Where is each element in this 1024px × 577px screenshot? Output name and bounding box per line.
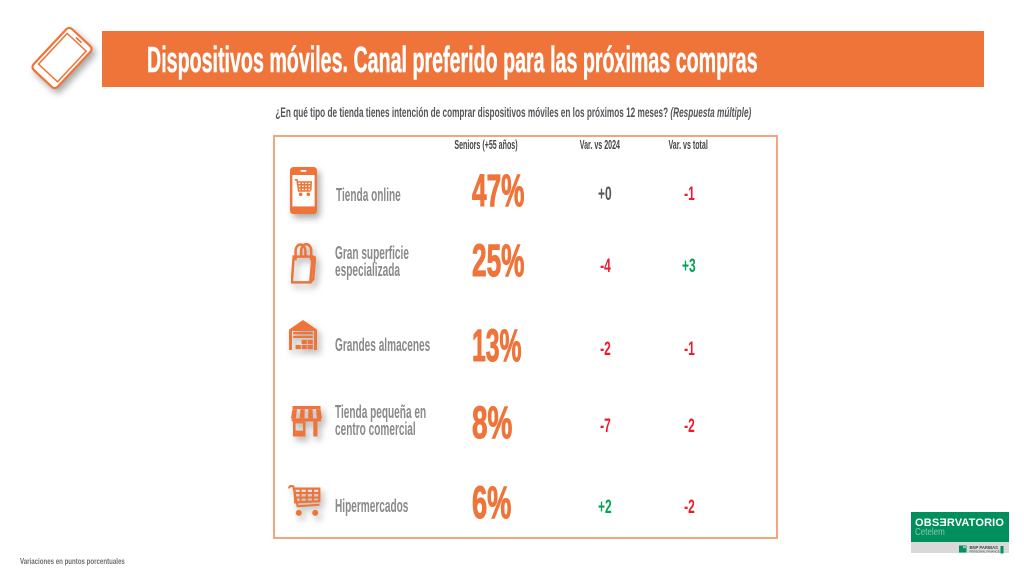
svg-text:PERSONAL FINANCE: PERSONAL FINANCE bbox=[970, 549, 1000, 553]
svg-text:BNP PARIBAS: BNP PARIBAS bbox=[970, 545, 999, 550]
